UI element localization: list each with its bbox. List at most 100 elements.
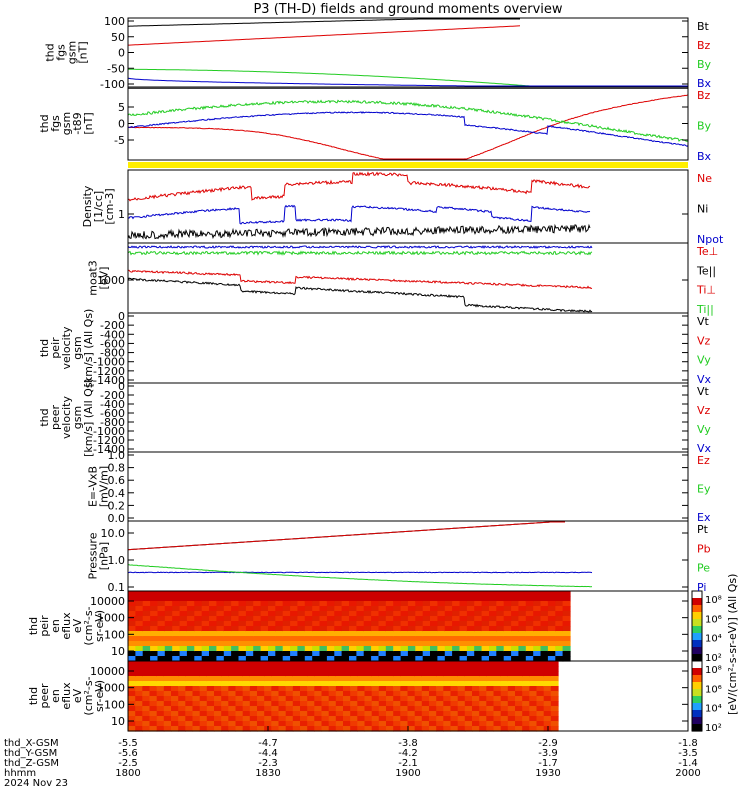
trace-p2-bx — [127, 111, 689, 147]
y-tick-label: 1.0 — [108, 554, 126, 567]
legend-te⊥: Te⊥ — [696, 245, 718, 258]
x-tick-label: 1800 — [115, 768, 140, 779]
time-row-value: -2.1 — [398, 758, 418, 769]
y-axis-label: sr-eV) — [93, 610, 106, 642]
legend-by: By — [697, 58, 712, 71]
colorbar-tick-label: 10⁴ — [705, 634, 722, 645]
colorbar-segment — [692, 689, 702, 697]
colorbar-tick-label: 10⁶ — [705, 684, 722, 695]
legend-vz: Vz — [697, 404, 711, 417]
y-tick-label: 0 — [118, 310, 125, 323]
y-tick-label: -200 — [100, 389, 125, 402]
trace-p2-bz — [128, 94, 689, 160]
y-axis-label: Pressure — [87, 532, 100, 579]
panel-frame-p5 — [127, 312, 689, 384]
y-tick-label: 10 — [111, 715, 125, 728]
colorbar-tick-label: 10² — [705, 723, 722, 734]
colorbar-segment — [692, 612, 702, 620]
time-row-value: -4.7 — [258, 738, 278, 749]
legend-by: By — [697, 120, 712, 133]
y-tick-label: 0.4 — [108, 487, 126, 500]
trace-p4-ti-perp — [127, 269, 593, 290]
trace-p8-pb — [127, 521, 565, 551]
y-tick-label: 0 — [118, 118, 125, 131]
y-tick-label: 10.0 — [101, 527, 126, 540]
legend-pe: Pe — [697, 562, 710, 575]
y-tick-label: 0.1 — [108, 581, 126, 594]
legend-vt: Vt — [697, 315, 710, 328]
trace-p3-ni — [127, 223, 591, 240]
y-tick-label: 1 — [118, 208, 125, 221]
time-row-value: -3.5 — [678, 748, 698, 759]
y-axis-label: -t89 — [71, 112, 84, 134]
legend-pt: Pt — [697, 523, 709, 536]
legend-pi: Pi — [697, 581, 706, 594]
y-tick-label: 100 — [104, 628, 125, 641]
y-axis-label: gsm — [71, 336, 84, 359]
trace-p3-ne — [127, 171, 591, 202]
y-axis-label: thd — [27, 687, 40, 705]
legend-bx: Bx — [697, 150, 712, 163]
x-tick-label: 1930 — [535, 768, 560, 779]
y-tick-label: 0.6 — [108, 474, 126, 487]
time-row-value: -4.4 — [258, 748, 278, 759]
y-tick-label: -800 — [100, 347, 125, 360]
x-tick-label: 1900 — [395, 768, 420, 779]
y-axis-label: [cm-3] — [103, 188, 116, 224]
panel-frame-p2 — [127, 86, 689, 161]
y-axis-label: fgs — [49, 115, 62, 132]
time-row-value: -2.5 — [118, 758, 138, 769]
y-tick-label: -1000 — [93, 425, 125, 438]
colorbar-segment — [692, 724, 702, 732]
y-tick-label: -50 — [107, 62, 125, 75]
y-axis-label: eflux — [60, 612, 73, 640]
colorbar-segment — [692, 591, 702, 599]
colorbar-segment — [692, 626, 702, 634]
trace-p1-bx — [127, 77, 688, 87]
panel-frame-p7 — [127, 451, 689, 522]
time-row-value: -3.9 — [538, 748, 558, 759]
spectrogram-p9 — [128, 591, 571, 662]
trace-p2-by — [127, 99, 689, 142]
y-axis-label: eflux — [60, 682, 73, 710]
y-axis-label: E=-VxB — [87, 466, 100, 507]
time-row-value: -2.3 — [258, 758, 278, 769]
y-axis-label: peir — [49, 337, 62, 359]
y-tick-label: -1000 — [93, 356, 125, 369]
legend-ti⊥: Ti⊥ — [696, 284, 716, 297]
trace-p4-te-perp — [127, 245, 593, 249]
y-axis-label: [km/s] (All Qs) — [82, 378, 95, 457]
legend-bz: Bz — [697, 89, 711, 102]
colorbar-label: [eV/(cm²-s-sr-eV)] (All Qs) — [726, 574, 739, 715]
colorbar-segment — [692, 654, 702, 662]
colorbar-tick-label: 10⁶ — [705, 614, 722, 625]
colorbar-segment — [692, 703, 702, 711]
y-axis-label: eV — [71, 688, 84, 703]
legend-ti||: Ti|| — [696, 303, 714, 316]
y-axis-label: peir — [38, 615, 51, 637]
y-axis-label: en — [49, 689, 62, 703]
y-axis-label: [km/s] (All Qs) — [82, 309, 95, 388]
trace-p3-npot — [127, 204, 591, 225]
legend-te||: Te|| — [696, 264, 716, 277]
colorbar-segment — [692, 647, 702, 655]
y-axis-label: (cm²-s- — [82, 676, 95, 715]
colorbar-segment — [692, 668, 702, 676]
trace-p1-bz — [128, 25, 521, 46]
figure-title: P3 (TH-D) fields and ground moments over… — [253, 2, 562, 17]
colorbar-segment — [692, 682, 702, 690]
y-tick-label: -1400 — [93, 374, 125, 387]
spectrogram-p10 — [128, 661, 559, 732]
time-row-value: -1.8 — [678, 738, 698, 749]
y-axis-label: moat3 — [87, 260, 100, 296]
colorbar-segment — [692, 717, 702, 725]
y-axis-label: [eV] — [98, 267, 111, 290]
legend-ey: Ey — [697, 483, 711, 496]
y-axis-label: peer — [49, 405, 62, 431]
y-axis-label: peer — [38, 683, 51, 709]
y-axis-label: eV — [71, 618, 84, 633]
legend-vy: Vy — [697, 423, 711, 436]
y-axis-label: en — [49, 619, 62, 633]
time-row-value: -5.5 — [118, 738, 138, 749]
time-row-value: -2.9 — [538, 738, 558, 749]
